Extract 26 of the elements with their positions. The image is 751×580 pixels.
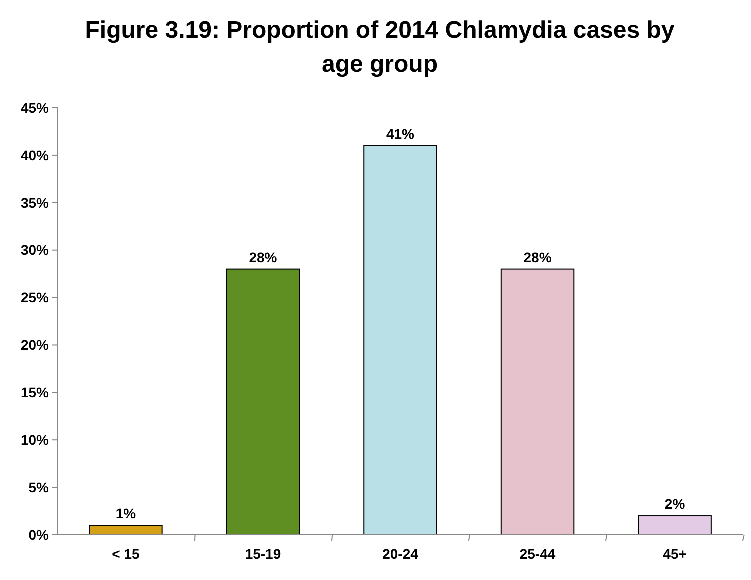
x-tick-label: 15-19: [245, 546, 282, 562]
y-tick-label: 0%: [28, 526, 50, 543]
bar: [89, 525, 163, 536]
y-tick-label: 25%: [20, 290, 50, 306]
y-tick-label: 5%: [28, 479, 50, 496]
y-tick-label: 10%: [20, 432, 50, 448]
data-label: 2%: [664, 496, 686, 512]
data-label: 41%: [386, 126, 416, 142]
data-label: 28%: [249, 249, 278, 266]
data-label: 1%: [116, 506, 137, 522]
chart-title: Figure 3.19: Proportion of 2014 Chlamydia cases by age group: [85, 17, 676, 78]
y-tick-label: 35%: [20, 194, 50, 211]
x-tick-label: 45+: [663, 546, 687, 562]
bar: [226, 268, 300, 536]
y-tick-label: 40%: [20, 147, 50, 164]
bar: [364, 145, 438, 536]
x-tick-label: 20-24: [382, 546, 419, 562]
y-tick-label: 30%: [20, 242, 50, 258]
y-tick-label: 20%: [20, 337, 50, 354]
bar: [638, 516, 712, 536]
y-tick-label: 45%: [20, 100, 50, 116]
x-tick-label: 25-44: [520, 546, 556, 562]
y-tick-label: 15%: [20, 384, 50, 401]
data-label: 28%: [524, 249, 552, 266]
bar: [500, 268, 575, 536]
x-tick-label: < 15: [112, 546, 140, 562]
